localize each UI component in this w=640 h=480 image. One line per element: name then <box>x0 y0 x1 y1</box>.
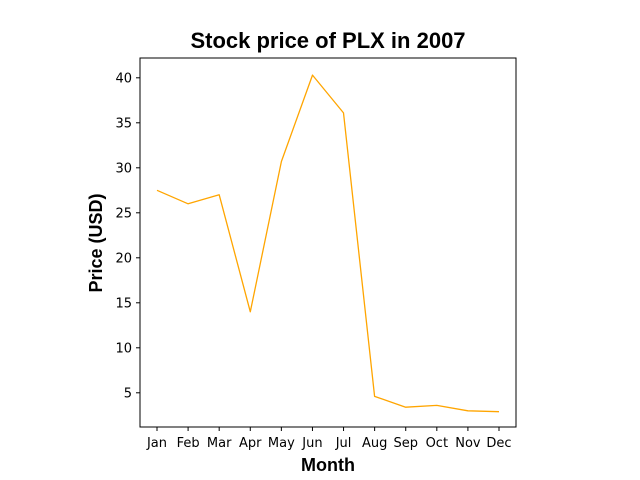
x-tick-label: Apr <box>239 436 262 451</box>
y-tick-label: 25 <box>115 206 132 221</box>
y-axis-title: Price (USD) <box>86 193 106 292</box>
y-tick-label: 15 <box>115 296 132 311</box>
x-tick-label: Mar <box>207 436 232 451</box>
y-tick-label: 40 <box>115 71 132 86</box>
chart-title: Stock price of PLX in 2007 <box>190 28 465 53</box>
y-axis: 5 10 15 20 25 30 35 40 <box>115 71 140 401</box>
series-line <box>156 74 500 413</box>
x-tick-label: May <box>268 436 295 451</box>
x-tick-label: Sep <box>393 436 418 451</box>
y-tick-label: 20 <box>115 251 132 266</box>
plot-area-frame <box>139 57 517 428</box>
x-tick-label: Jan <box>146 436 167 451</box>
y-tick-label: 10 <box>115 341 132 356</box>
x-axis: Jan Feb Mar Apr May Jun Jul Aug Sep Oct Nov Dec <box>146 427 512 451</box>
x-tick-label: Feb <box>177 436 200 451</box>
x-tick-label: Jul <box>335 436 352 451</box>
y-tick-label: 5 <box>124 386 132 401</box>
x-tick-label: Jun <box>301 436 322 451</box>
x-tick-label: Dec <box>486 436 511 451</box>
y-tick-label: 35 <box>115 116 132 131</box>
x-axis-title: Month <box>301 455 355 475</box>
x-tick-label: Aug <box>362 436 387 451</box>
y-tick-label: 30 <box>115 161 132 176</box>
x-tick-label: Nov <box>455 436 481 451</box>
x-tick-label: Oct <box>426 436 448 451</box>
